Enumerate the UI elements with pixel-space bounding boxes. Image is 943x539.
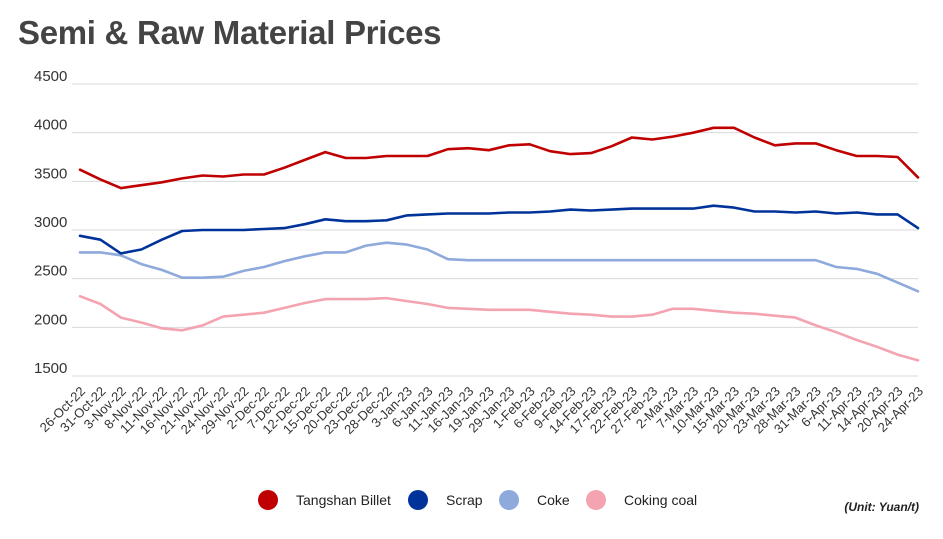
y-tick-label: 3500 [34, 165, 67, 182]
unit-note: (Unit: Yuan/t) [844, 500, 919, 514]
legend-label-scrap: Scrap [446, 492, 483, 508]
chart-title: Semi & Raw Material Prices [18, 14, 442, 51]
y-tick-label: 3000 [34, 214, 67, 231]
series-lines [78, 126, 920, 362]
y-tick-label: 4000 [34, 117, 67, 134]
legend-label-coking-coal: Coking coal [624, 492, 698, 508]
legend-marker-coking-coal [586, 490, 606, 510]
legend-marker-coke [499, 490, 519, 510]
series-line-coke [78, 241, 920, 293]
y-tick-label: 1500 [34, 360, 67, 377]
legend-label-coke: Coke [537, 492, 570, 508]
x-axis-ticks: 26-Oct-2231-Oct-223-Nov-228-Nov-2211-Nov… [37, 384, 926, 438]
line-chart: 1500 2000 2500 3000 3500 4000 4500 26-Oct-2231… [34, 68, 926, 438]
y-axis-ticks: 1500 2000 2500 3000 3500 4000 4500 [34, 68, 67, 377]
series-line-tangshan-billet [78, 126, 920, 190]
legend-marker-billet [258, 490, 278, 510]
y-tick-label: 2000 [34, 311, 67, 328]
legend-label-billet: Tangshan Billet [296, 492, 391, 508]
y-tick-label: 2500 [34, 263, 67, 280]
y-tick-label: 4500 [34, 68, 67, 85]
legend-item-coking-coal[interactable]: Coking coal [586, 490, 697, 510]
legend-marker-scrap [408, 490, 428, 510]
legend-item-coke[interactable]: Coke [499, 490, 570, 510]
series-line-scrap [78, 204, 920, 255]
legend: Tangshan Billet Scrap Coke Coking coal [0, 490, 943, 520]
legend-item-billet[interactable]: Tangshan Billet [258, 490, 391, 510]
legend-item-scrap[interactable]: Scrap [408, 490, 483, 510]
series-line-coking-coal [78, 294, 920, 362]
